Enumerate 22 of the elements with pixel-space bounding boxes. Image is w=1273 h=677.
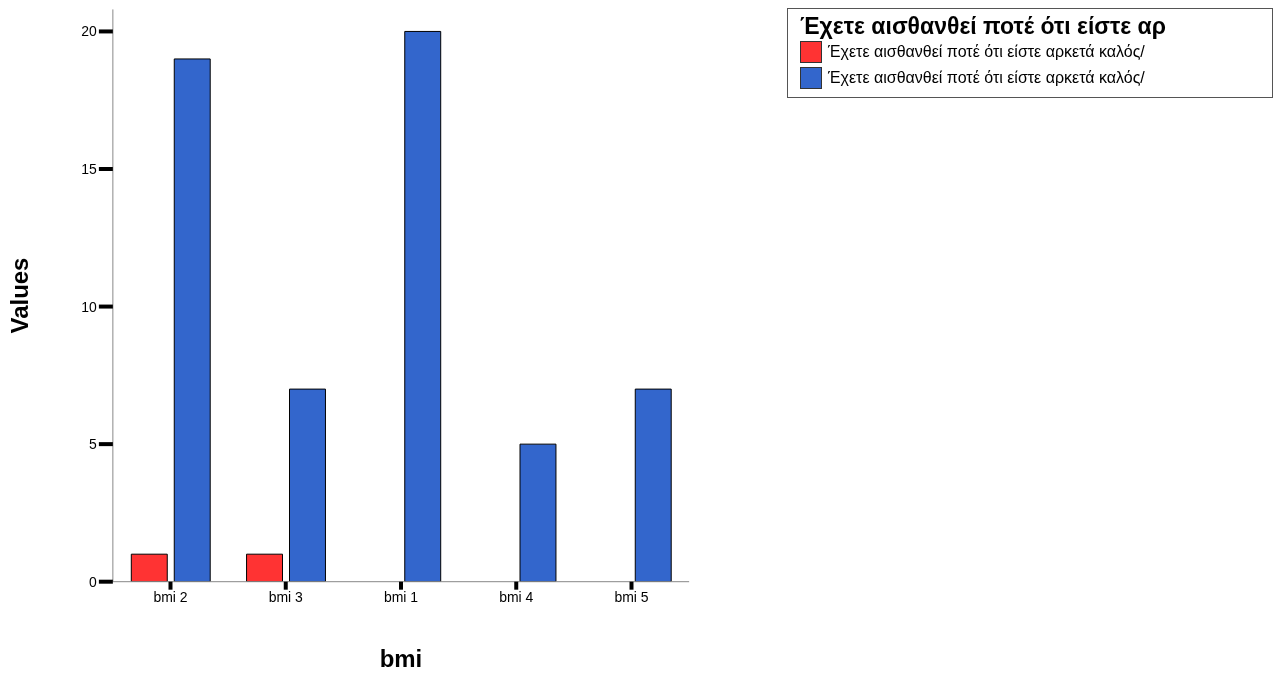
x-tick-label: bmi 2 <box>153 588 188 605</box>
legend-label: Έχετε αισθανθεί ποτέ ότι είστε αρκετά καλός/ <box>828 69 1145 87</box>
y-tick-label: 0 <box>89 573 98 590</box>
x-axis-title: bmi <box>379 644 423 672</box>
x-tick-label: bmi 3 <box>268 588 304 605</box>
legend-label: Έχετε αισθανθεί ποτέ ότι είστε αρκετά καλός/ <box>828 43 1145 61</box>
x-tick-label: bmi 1 <box>383 588 419 605</box>
bar <box>404 30 442 582</box>
y-tick-label: 20 <box>81 23 98 40</box>
legend-title: Έχετε αισθανθεί ποτέ ότι είστε αρ <box>800 13 1167 39</box>
x-tick-label: bmi 5 <box>614 588 649 605</box>
y-tick-label: 10 <box>81 298 98 315</box>
bar <box>519 443 557 582</box>
bar <box>130 553 168 582</box>
bar <box>289 388 326 582</box>
x-tick-label: bmi 4 <box>499 588 534 605</box>
bar <box>246 553 284 582</box>
y-tick-label: 15 <box>81 160 98 177</box>
y-axis-title: Values <box>6 257 34 334</box>
bar <box>173 58 211 582</box>
bar <box>634 388 672 582</box>
y-tick-label: 5 <box>89 436 98 453</box>
